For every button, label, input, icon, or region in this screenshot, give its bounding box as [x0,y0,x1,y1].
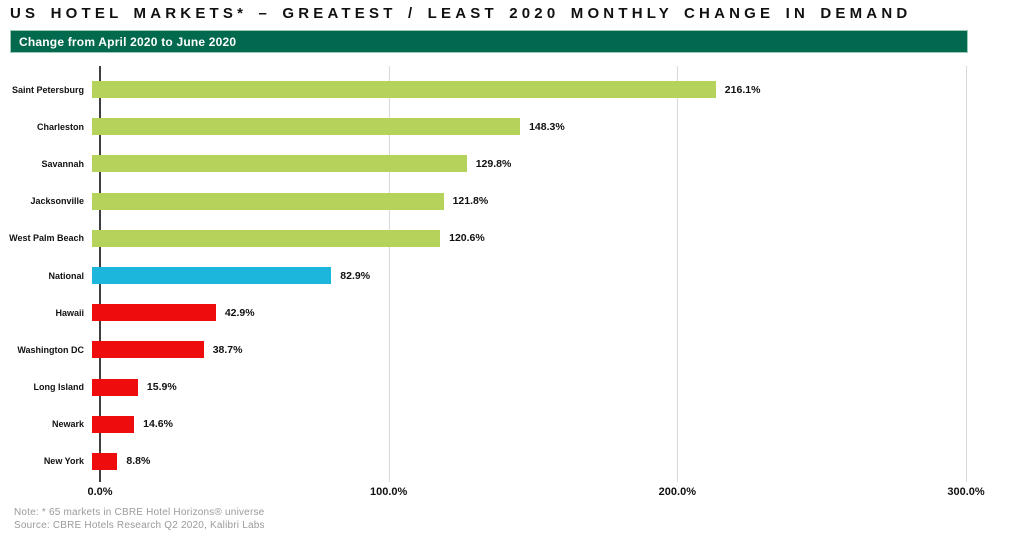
value-label: 42.9% [224,306,255,319]
category-label: National [48,270,84,281]
value-label: 15.9% [146,381,177,394]
x-tick-label: 200.0% [658,486,696,498]
bar-row: National 82.9% [0,257,1024,294]
value-label: 129.8% [475,157,512,170]
category-label: New York [43,456,84,467]
footnotes: Note: * 65 markets in CBRE Hotel Horizon… [14,506,265,532]
category-label: Savannah [41,158,84,169]
source-line: Source: CBRE Hotels Research Q2 2020, Ka… [14,520,265,531]
category-label: Hawaii [55,307,84,318]
gridline-200 [677,66,679,482]
bar-row: Charleston 148.3% [0,108,1024,145]
bar-row: New York 8.8% [0,443,1024,480]
category-label: Washington DC [17,344,84,355]
bar-chart: Saint Petersburg 216.1% Charleston 148.3% Sa… [0,66,1024,482]
bar-new-york [92,452,118,470]
bar-row: West Palm Beach 120.6% [0,220,1024,257]
bar-row: Long Island 15.9% [0,369,1024,406]
value-label: 14.6% [143,418,173,431]
value-label: 121.8% [452,195,489,208]
gridline-300 [966,66,967,482]
x-tick-label: 100.0% [370,486,408,498]
x-tick-label: 0.0% [87,486,113,498]
category-label: Jacksonville [30,196,84,207]
category-label: Charleston [36,121,84,132]
category-label: Saint Petersburg [11,84,84,95]
bar-row: Washington DC 38.7% [0,331,1024,368]
bar-saint-petersburg [92,81,716,99]
bar-west-palm-beach [92,229,441,247]
value-label: 82.9% [340,269,371,282]
subtitle-band: Change from April 2020 to June 2020 [10,30,968,53]
value-label: 216.1% [724,83,761,96]
bar-washington-dc [92,341,204,359]
bar-rows: Saint Petersburg 216.1% Charleston 148.3% Sa… [0,71,1024,480]
category-label: Long Island [33,382,85,393]
bar-savannah [92,155,467,173]
bar-newark [92,415,135,433]
category-label: Newark [51,419,84,430]
x-axis: 0.0% 100.0% 200.0% 300.0% [0,486,1024,502]
subtitle-text: Change from April 2020 to June 2020 [19,34,237,49]
bar-hawaii [92,304,216,322]
value-label: 8.8% [126,455,151,468]
bar-charleston [92,118,521,136]
value-label: 120.6% [449,232,485,245]
bar-row: Newark 14.6% [0,406,1024,443]
bar-row: Saint Petersburg 216.1% [0,71,1024,108]
bar-jacksonville [92,192,444,210]
x-tick-label: 300.0% [947,486,985,498]
bar-row: Hawaii 42.9% [0,294,1024,331]
note-line: Note: * 65 markets in CBRE Hotel Horizon… [14,507,265,518]
bar-long-island [92,378,138,396]
gridline-100 [388,66,390,482]
bar-national [92,267,332,285]
bar-row: Savannah 129.8% [0,145,1024,182]
chart-title: US HOTEL MARKETS* – GREATEST / LEAST 202… [10,5,912,22]
value-label: 38.7% [212,343,243,356]
category-label: West Palm Beach [9,233,84,244]
value-label: 148.3% [529,120,565,133]
bar-row: Jacksonville 121.8% [0,183,1024,220]
